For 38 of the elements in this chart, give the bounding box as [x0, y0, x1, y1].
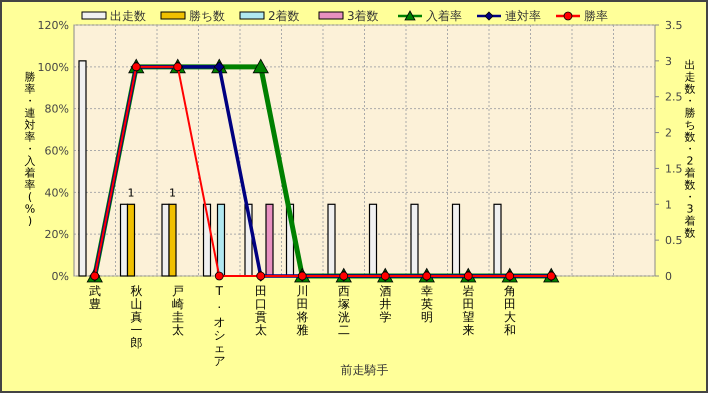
y-tick-label: 20%: [44, 228, 69, 242]
y2-tick-label: 1: [665, 198, 672, 212]
x-tick-label: 田口貫太: [254, 284, 267, 337]
y2-tick-label: 3.5: [665, 19, 682, 32]
legend-label: 勝ち数: [189, 9, 225, 23]
x-tick-label: 酒井学: [379, 284, 392, 324]
x-tick-label: T. オシェア: [213, 284, 226, 368]
y2-tick-label: 2.5: [665, 90, 682, 104]
x-tick-label: 戸崎圭太: [172, 284, 184, 337]
y-tick-label: 80%: [44, 102, 69, 116]
y2-tick-label: 3: [665, 54, 672, 68]
text: 出走数・勝ち数・2着数・3着数: [684, 58, 696, 240]
y-tick-label: 40%: [44, 186, 69, 200]
y-tick-label: 60%: [44, 144, 69, 158]
x-tick-label: 幸英明: [420, 284, 433, 324]
y2-tick-label: 0: [665, 270, 672, 283]
x-tick-label: 角田大和: [504, 284, 516, 337]
x-tick-label: 岩田望来: [462, 284, 474, 337]
y-tick-label: 120%: [38, 19, 69, 32]
x-tick-label: 秋山真一郎: [130, 284, 142, 350]
legend-label: 2着数: [268, 9, 300, 23]
y2-tick-label: 1.5: [665, 162, 682, 176]
legend-label: 3着数: [347, 9, 379, 23]
legend-label: 連対率: [505, 9, 541, 23]
y-tick-label: 0%: [52, 270, 69, 283]
legend-label: 入着率: [426, 9, 462, 23]
data-label: 1: [128, 186, 134, 200]
y-tick-label: 100%: [38, 60, 69, 74]
x-tick-label: 武豊: [88, 284, 101, 311]
text: 勝率・連対率・入着率(%): [24, 70, 36, 228]
x-tick-label: 西塚洸二: [336, 284, 350, 337]
y2-tick-label: 2: [665, 126, 672, 140]
y2-tick-label: 0.5: [665, 234, 682, 248]
data-label: 1: [169, 186, 176, 200]
legend-label: 勝率: [584, 9, 608, 23]
x-axis-title: 前走騎手: [340, 363, 388, 377]
legend-label: 出走数: [110, 9, 146, 23]
x-tick-label: 川田将雅: [295, 284, 308, 337]
